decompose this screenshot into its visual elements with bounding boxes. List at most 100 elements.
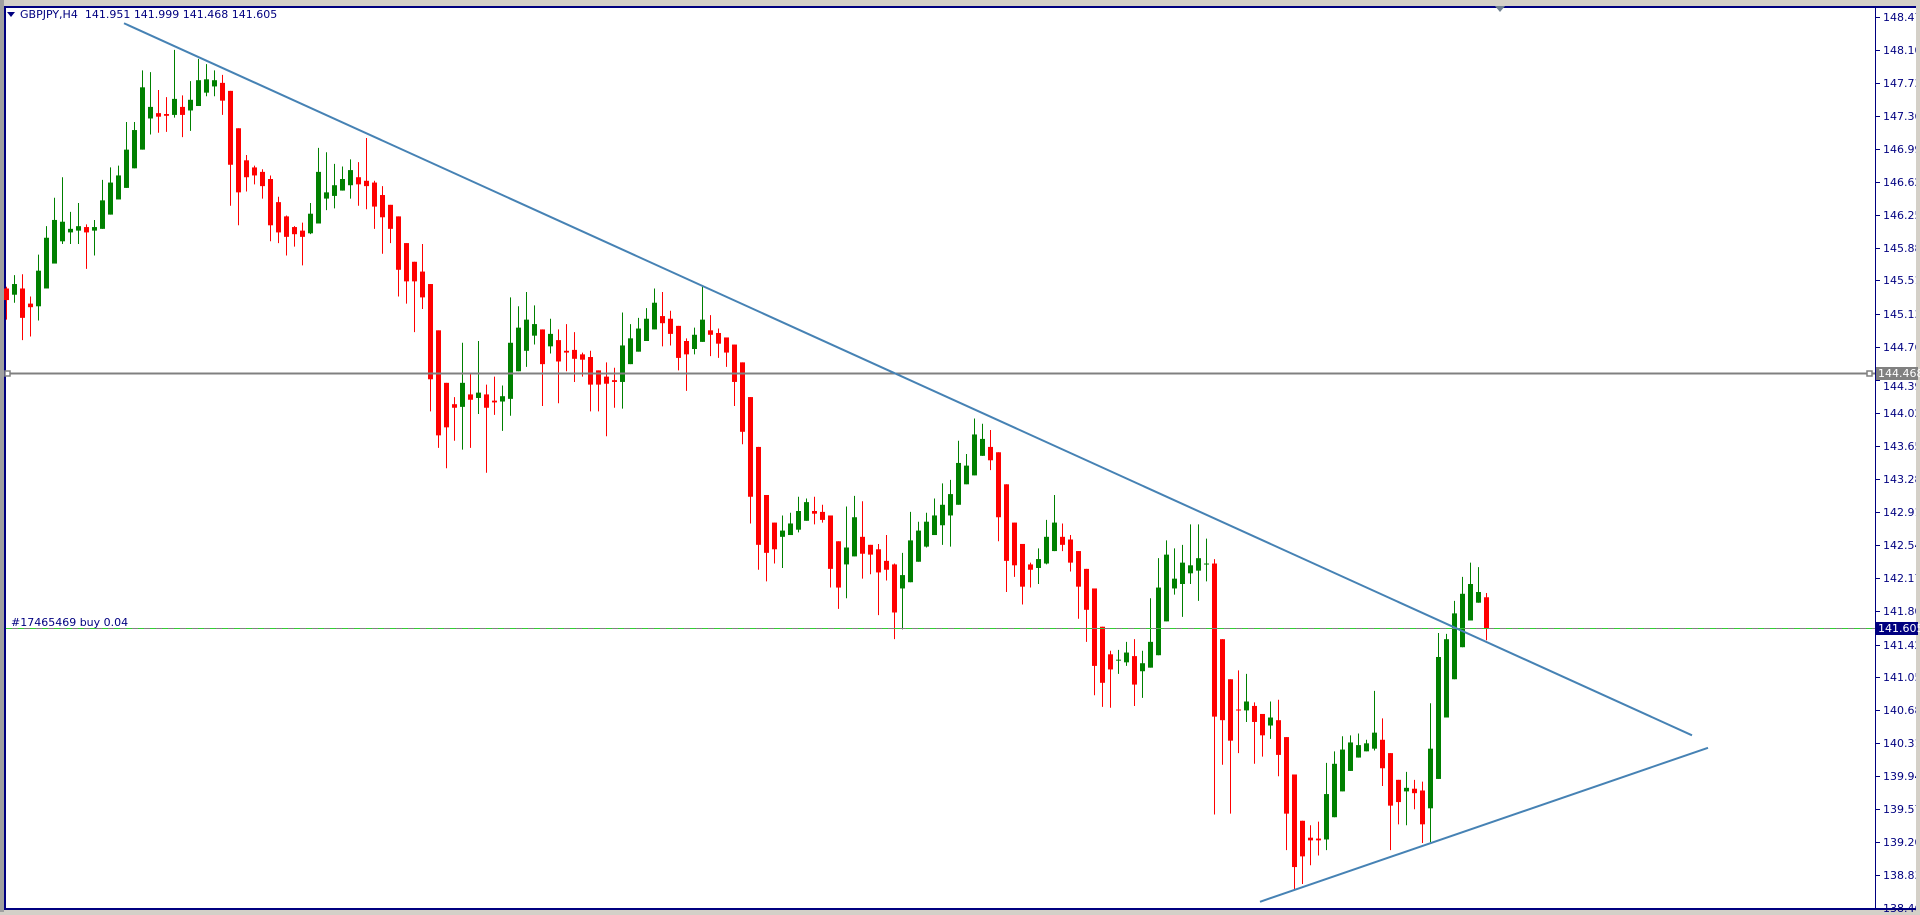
price-axis-label: 142.170 (1883, 571, 1920, 585)
bull-candle (140, 70, 145, 150)
bull-candle (644, 308, 649, 341)
candle-body (1172, 578, 1177, 589)
price-axis-label: 139.570 (1883, 802, 1920, 816)
price-axis-label: 140.680 (1883, 703, 1920, 717)
bull-candle (1196, 524, 1201, 601)
bear-candle (836, 541, 841, 609)
bull-candle (348, 159, 353, 199)
bull-candle (476, 341, 481, 414)
bear-candle (1004, 484, 1009, 593)
bull-candle (628, 324, 633, 365)
candle-body (972, 434, 977, 476)
bear-candle (268, 175, 273, 242)
candle-body (1396, 779, 1401, 803)
candle-body (668, 318, 673, 334)
bull-candle (332, 163, 337, 209)
candle-body (12, 284, 17, 295)
candle-body (468, 394, 473, 400)
candle-body (1036, 559, 1041, 568)
candle-body (988, 446, 993, 461)
candle-body (308, 213, 313, 234)
bull-candle (1172, 548, 1177, 595)
chart-area[interactable] (4, 6, 1916, 910)
candle-body (996, 452, 1001, 518)
candle-body (1324, 794, 1329, 840)
horizontal-line-handle[interactable] (1866, 370, 1873, 377)
candle-body (604, 376, 609, 384)
candle-body (980, 438, 985, 456)
bull-candle (1044, 519, 1049, 565)
chart-window-left-border (0, 0, 4, 912)
bear-candle (716, 328, 721, 358)
bear-candle (884, 535, 889, 581)
bear-candle (828, 515, 833, 588)
bear-candle (244, 154, 249, 192)
bull-candle (116, 165, 121, 200)
chart-shift-marker-icon[interactable] (1495, 6, 1505, 12)
bear-candle (1276, 699, 1281, 777)
trendline[interactable] (1259, 746, 1709, 903)
bull-candle (204, 64, 209, 97)
candle-body (372, 182, 377, 207)
bear-candle (1380, 718, 1385, 787)
candle-body (452, 404, 457, 408)
bull-candle (52, 197, 57, 264)
candle-body (284, 216, 289, 237)
candle-body (844, 547, 849, 565)
order-label: #17465469 buy 0.04 (11, 615, 129, 629)
candle-body (1356, 745, 1361, 758)
bull-candle (124, 122, 129, 188)
trendline[interactable] (123, 22, 1693, 737)
bear-candle (812, 496, 817, 525)
candle-body (1276, 720, 1281, 755)
candle-body (812, 511, 817, 514)
price-axis-label: 145.130 (1883, 307, 1920, 321)
bear-candle (452, 397, 457, 441)
bull-candle (172, 49, 177, 118)
bear-candle (892, 563, 897, 640)
bear-candle (276, 196, 281, 244)
candle-body (252, 167, 257, 176)
candle-body (828, 515, 833, 569)
candle-body (788, 523, 793, 536)
candle-body (756, 446, 761, 545)
candle-body (396, 216, 401, 270)
bear-candle (1388, 753, 1393, 851)
candle-body (1444, 639, 1449, 718)
bull-candle (1364, 739, 1369, 752)
candle-body (196, 80, 201, 107)
candle-body (1420, 790, 1425, 825)
candle-body (1452, 613, 1457, 680)
bear-candle (1292, 774, 1297, 890)
bull-candle (1372, 690, 1377, 751)
bear-candle (260, 169, 265, 199)
candle-body (908, 540, 913, 583)
bear-candle (764, 494, 769, 582)
bull-candle (1148, 598, 1153, 668)
dropdown-triangle-icon[interactable] (7, 12, 15, 17)
bull-candle (972, 418, 977, 476)
candle-body (1436, 656, 1441, 779)
bear-candle (1084, 568, 1089, 642)
horizontal-line-handle[interactable] (4, 370, 11, 377)
bear-candle (1412, 779, 1417, 810)
candle-body (1228, 679, 1233, 741)
bear-candle (156, 89, 161, 133)
bear-candle (388, 204, 393, 244)
price-axis-label: 141.800 (1883, 604, 1920, 618)
bear-candle (724, 337, 729, 367)
candle-body (900, 575, 905, 589)
candle-body (684, 341, 689, 355)
bull-candle (1052, 494, 1057, 552)
candle-body (1476, 592, 1481, 603)
bull-candle (900, 552, 905, 630)
bull-candle (1460, 576, 1465, 648)
candle-body (892, 564, 897, 613)
price-axis-label: 144.020 (1883, 406, 1920, 420)
candle-body (556, 340, 561, 362)
candle-body (1188, 565, 1193, 574)
bull-candle (804, 498, 809, 521)
candle-body (676, 325, 681, 358)
candle-body (1412, 788, 1417, 794)
